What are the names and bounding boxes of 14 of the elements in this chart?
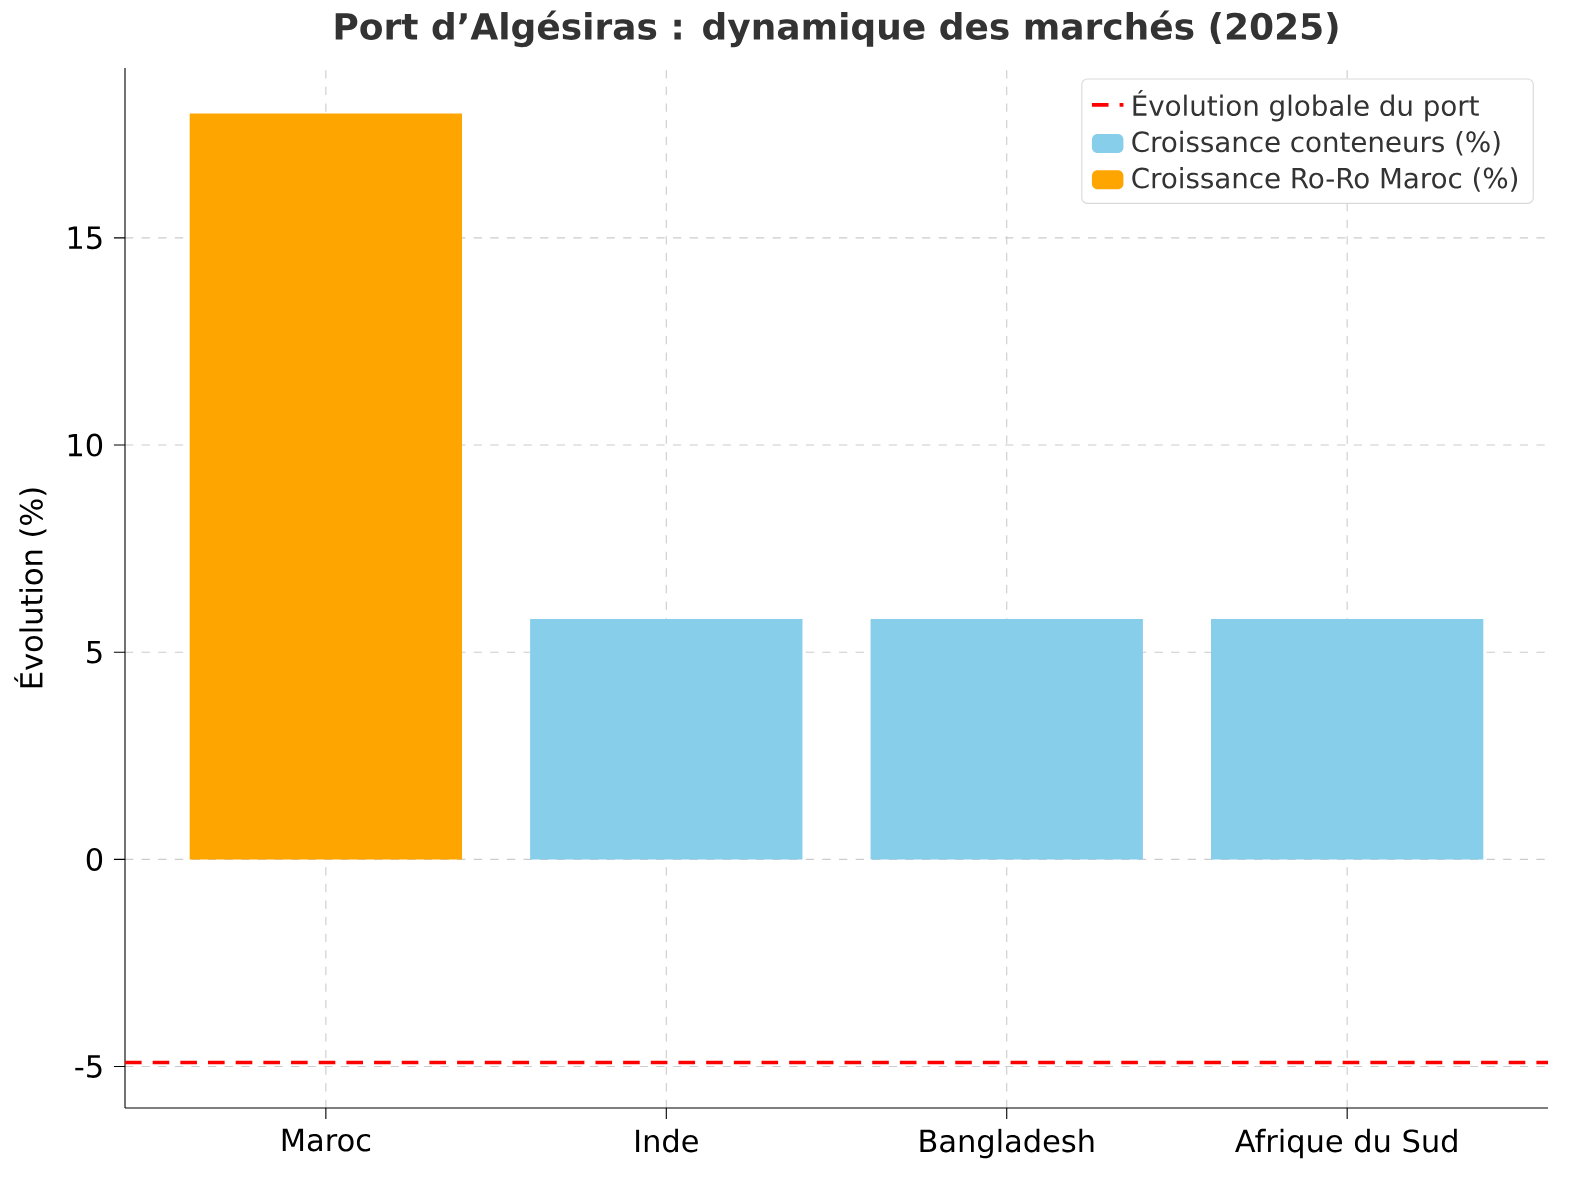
x-tick-label: Bangladesh bbox=[920, 1128, 1094, 1159]
y-tick-label: 10 bbox=[68, 433, 103, 457]
legend-label: Croissance conteneurs (%) bbox=[1132, 130, 1500, 156]
x-tick-label: Inde bbox=[636, 1128, 698, 1153]
legend-label: Croissance Ro-Ro Maroc (%) bbox=[1132, 167, 1518, 192]
y-axis-title: Évolution (%) bbox=[14, 488, 47, 688]
y-tick-label: -5 bbox=[75, 1055, 102, 1078]
chart-title: Port d’Algésiras : dynamique des marchés (2025) bbox=[335, 10, 1338, 48]
y-tick-label: 15 bbox=[68, 226, 102, 250]
x-tick-label: Maroc bbox=[282, 1128, 371, 1152]
y-tick-label: 0 bbox=[86, 847, 103, 871]
x-tick-label: Afrique du Sud bbox=[1235, 1128, 1457, 1159]
y-tick-label: 5 bbox=[87, 640, 102, 664]
legend-label: Évolution globale du port bbox=[1133, 90, 1479, 122]
